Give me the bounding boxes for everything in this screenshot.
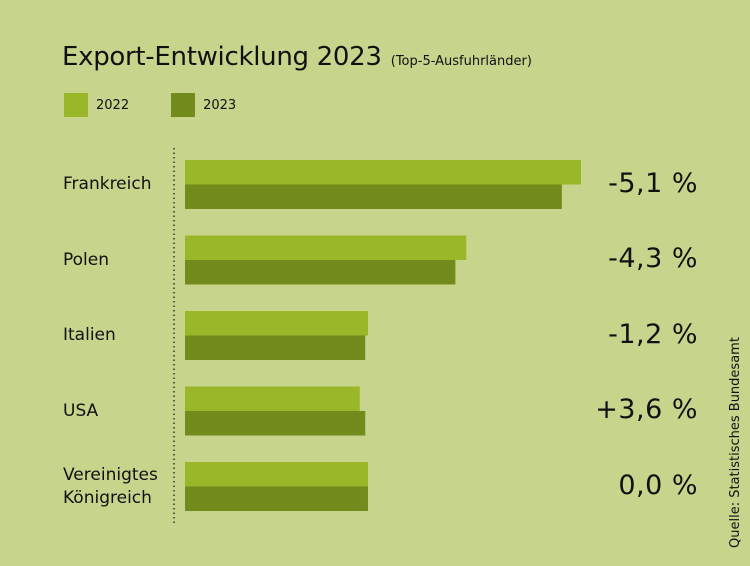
chart-title: Export-Entwicklung 2023 [62,42,382,72]
legend: 2022 2023 [64,93,236,117]
legend-swatch-2022 [64,93,88,117]
bar-2022-2 [185,311,368,336]
bar-2023-0 [185,184,562,209]
source-note: Quelle: Statistisches Bundesamt [728,337,743,548]
chart-title-block: Export-Entwicklung 2023 (Top-5-Ausfuhrlä… [62,42,532,72]
bar-2023-1 [185,260,456,285]
legend-swatch-2023 [171,93,196,117]
bar-2023-3 [185,411,366,436]
bars-group [185,160,581,511]
bar-2022-1 [185,235,467,260]
bar-2022-3 [185,386,360,411]
category-label: Italien [63,325,116,345]
category-label: USA [63,400,99,421]
change-label: -1,2 % [608,318,698,350]
bar-2022-0 [185,160,581,185]
legend-item-2022: 2022 [64,93,129,117]
change-label: 0,0 % [618,469,698,501]
change-label: -4,3 % [608,243,698,274]
bar-2023-4 [185,486,368,511]
category-label: Polen [63,249,110,270]
legend-item-2023: 2023 [171,93,236,117]
category-label: Vereinigtes Königreich [63,464,158,508]
legend-label-2023: 2023 [203,97,237,113]
chart-subtitle: (Top-5-Ausfuhrländer) [390,54,532,69]
category-label: Frankreich [63,174,152,194]
bar-2022-4 [185,462,368,487]
change-label: +3,6 % [595,394,698,425]
bar-2023-2 [185,335,366,360]
legend-label-2022: 2022 [96,97,130,113]
change-label: -5,1 % [608,167,698,199]
